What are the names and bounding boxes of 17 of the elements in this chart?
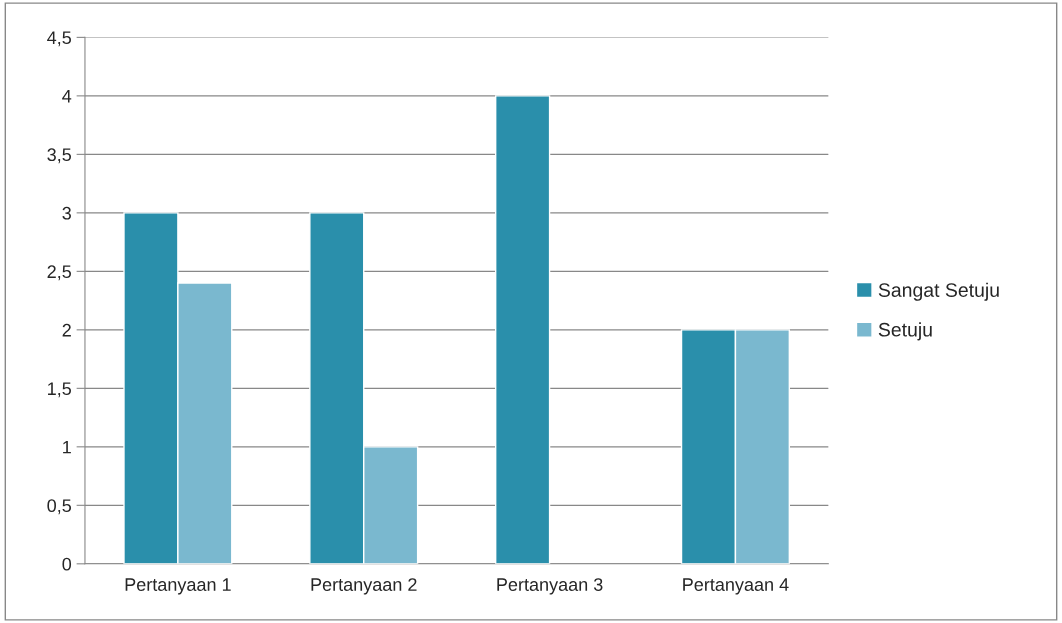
legend-label: Sangat Setuju	[878, 282, 999, 301]
bar	[494, 95, 551, 564]
legend-label: Setuju	[878, 322, 932, 341]
x-tick-label: Pertanyaan 4	[683, 578, 789, 595]
y-tick-label: 3	[62, 206, 71, 220]
y-tick-label: 2	[62, 323, 71, 337]
y-tick-label: 4	[62, 89, 72, 103]
y-tick-label: 0,5	[47, 499, 72, 515]
y-tick-label: 4,5	[47, 31, 72, 47]
x-tick-label: Pertanyaan 3	[497, 578, 603, 595]
y-tick-label: 3,5	[47, 148, 72, 164]
y-tick-label: 2,5	[47, 265, 72, 281]
x-tick-label: Pertanyaan 2	[311, 578, 417, 595]
y-tick-label: 1	[63, 440, 71, 454]
y-tick-label: 0	[62, 557, 72, 571]
x-tick-label: Pertanyaan 1	[125, 578, 231, 595]
y-tick-label: 1,5	[48, 382, 72, 398]
